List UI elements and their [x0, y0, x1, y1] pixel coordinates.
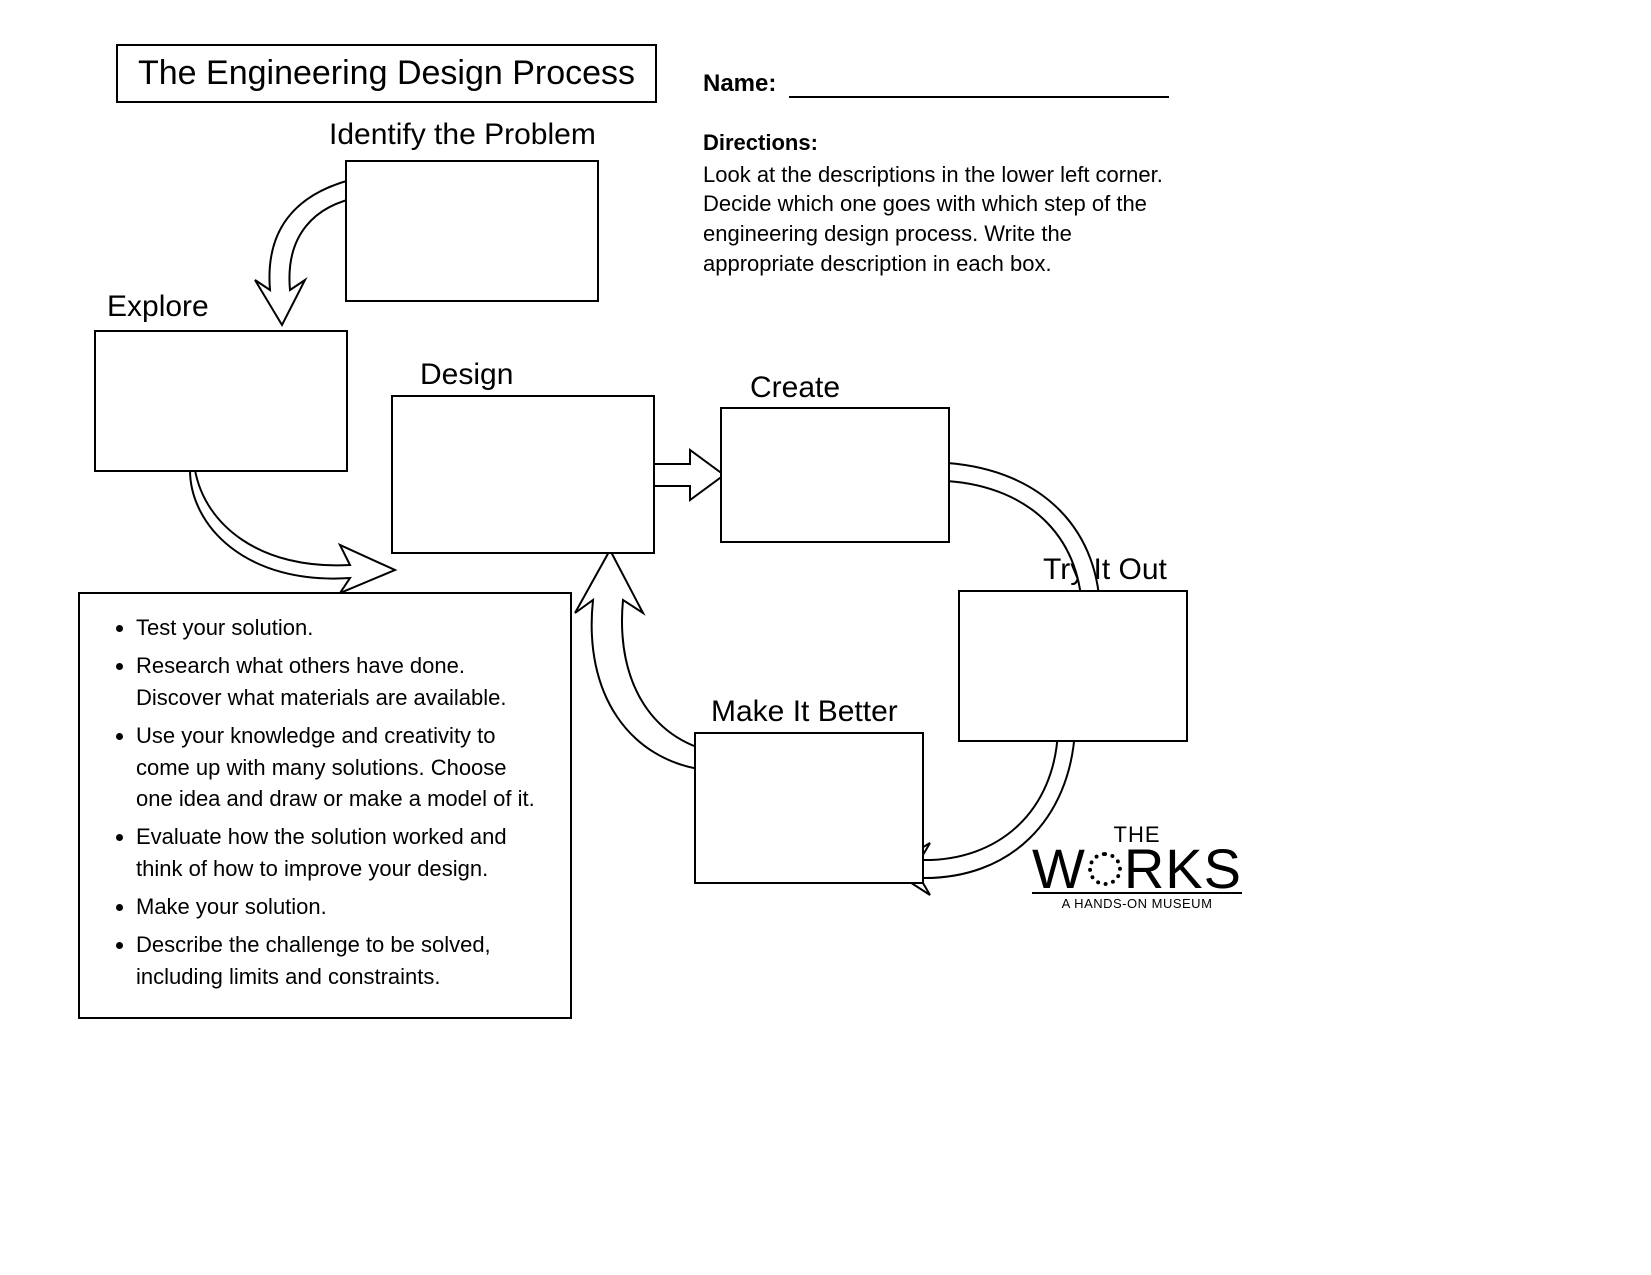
descriptions-list: Test your solution. Research what others… — [88, 612, 548, 993]
page-title: The Engineering Design Process — [138, 54, 635, 92]
directions-body: Look at the descriptions in the lower le… — [703, 162, 1163, 276]
logo-works-w: W — [1032, 845, 1086, 893]
directions-block: Directions: Look at the descriptions in … — [703, 128, 1183, 278]
the-works-logo: THE W RKS A HANDS-ON MUSEUM — [1032, 825, 1242, 911]
box-design[interactable] — [391, 395, 655, 554]
label-identify: Identify the Problem — [329, 118, 596, 152]
description-item: Describe the challenge to be solved, inc… — [136, 929, 548, 993]
description-item: Test your solution. — [136, 612, 548, 644]
name-label-text: Name: — [703, 70, 776, 97]
gear-icon — [1088, 852, 1122, 886]
box-tryitout[interactable] — [958, 590, 1188, 742]
description-item: Research what others have done. Discover… — [136, 650, 548, 714]
name-write-line[interactable] — [789, 96, 1169, 98]
description-item: Use your knowledge and creativity to com… — [136, 720, 548, 816]
box-explore[interactable] — [94, 330, 348, 472]
label-tryitout: Try It Out — [1043, 553, 1167, 587]
logo-works: W RKS — [1032, 845, 1242, 893]
arrow-explore-to-design — [190, 465, 400, 595]
worksheet-page: The Engineering Design Process Name: Dir… — [0, 0, 1651, 1275]
description-item: Evaluate how the solution worked and thi… — [136, 821, 548, 885]
box-identify[interactable] — [345, 160, 599, 302]
logo-works-rks: RKS — [1124, 845, 1242, 893]
label-makeitbetter: Make It Better — [711, 695, 898, 729]
description-item: Make your solution. — [136, 891, 548, 923]
descriptions-box: Test your solution. Research what others… — [78, 592, 572, 1019]
box-create[interactable] — [720, 407, 950, 543]
box-makeitbetter[interactable] — [694, 732, 924, 884]
label-explore: Explore — [107, 290, 209, 324]
label-design: Design — [420, 358, 513, 392]
label-create: Create — [750, 371, 840, 405]
page-title-box: The Engineering Design Process — [116, 44, 657, 103]
directions-heading: Directions: — [703, 128, 1183, 158]
name-field: Name: — [703, 70, 1169, 98]
